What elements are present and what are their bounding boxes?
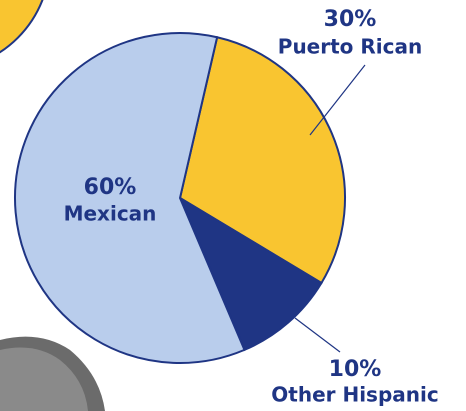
leader-line: [294, 317, 341, 353]
value-label: 10%: [329, 357, 382, 382]
pie-slice: [178, 36, 346, 285]
value-label: 30%: [324, 7, 377, 32]
category-label: Puerto Rican: [278, 35, 422, 59]
category-label: Other Hispanic: [271, 383, 438, 407]
leader-line: [309, 64, 366, 136]
value-label: 60%: [84, 175, 137, 200]
decor-rock: [0, 347, 88, 411]
pie-slice: [14, 32, 246, 364]
pie-slice: [177, 195, 323, 352]
decor-circle: [0, 0, 44, 54]
category-label: Mexican: [64, 202, 157, 226]
